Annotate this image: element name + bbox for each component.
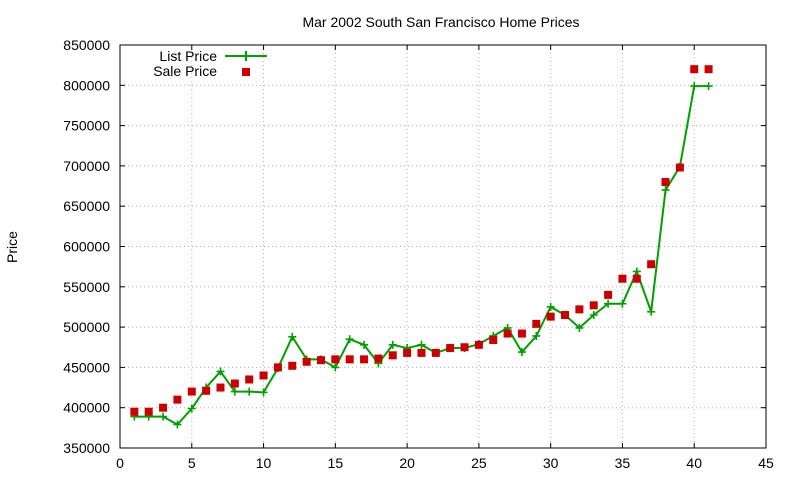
legend-label-sale-price: Sale Price xyxy=(153,63,217,79)
y-tick-label: 500000 xyxy=(63,319,110,335)
x-tick-label: 10 xyxy=(256,455,272,471)
y-tick-label: 350000 xyxy=(63,440,110,456)
sale-price-point xyxy=(245,375,254,384)
list-price-point xyxy=(173,420,182,429)
series-layer xyxy=(130,65,713,429)
y-tick-label: 650000 xyxy=(63,198,110,214)
list-price-point xyxy=(388,340,397,349)
list-price-point xyxy=(589,311,598,320)
sale-price-point xyxy=(675,163,684,172)
list-price-point xyxy=(517,348,526,357)
sale-price-point xyxy=(546,312,555,321)
sale-price-point xyxy=(388,351,397,360)
list-price-point xyxy=(288,332,297,341)
sale-price-point xyxy=(532,319,541,328)
list-price-point xyxy=(532,331,541,340)
sale-price-point xyxy=(331,355,340,364)
legend-marker-list-price xyxy=(241,51,251,61)
sale-price-point xyxy=(316,356,325,365)
sale-price-point xyxy=(647,260,656,269)
x-tick-label: 35 xyxy=(615,455,631,471)
list-price-point xyxy=(575,323,584,332)
x-tick-label: 25 xyxy=(471,455,487,471)
y-tick-label: 550000 xyxy=(63,279,110,295)
sale-price-point xyxy=(360,355,369,364)
sale-price-point xyxy=(604,290,613,299)
sale-price-point xyxy=(417,348,426,357)
list-price-point xyxy=(546,302,555,311)
sale-price-point xyxy=(144,407,153,416)
y-tick-label: 400000 xyxy=(63,400,110,416)
list-price-point xyxy=(216,367,225,376)
sale-price-point xyxy=(618,274,627,283)
list-price-point xyxy=(187,404,196,413)
x-tick-label: 20 xyxy=(399,455,415,471)
list-price-point xyxy=(417,340,426,349)
legend: List Price Sale Price xyxy=(153,48,267,79)
sale-price-point xyxy=(159,403,168,412)
x-tick-label: 15 xyxy=(328,455,344,471)
list-price-point xyxy=(360,340,369,349)
y-tick-label: 700000 xyxy=(63,158,110,174)
sale-price-point xyxy=(130,407,139,416)
list-price-point xyxy=(604,299,613,308)
sale-price-point xyxy=(460,343,469,352)
list-price-point xyxy=(690,82,699,91)
sale-price-point xyxy=(403,348,412,357)
y-axis-label: Price xyxy=(4,231,20,263)
y-tick-label: 450000 xyxy=(63,359,110,375)
sale-price-point xyxy=(489,335,498,344)
list-price-point xyxy=(661,186,670,195)
list-price-point xyxy=(259,388,268,397)
sale-price-point xyxy=(474,340,483,349)
sale-price-point xyxy=(446,344,455,353)
x-tick-label: 5 xyxy=(188,455,196,471)
sale-price-point xyxy=(661,178,670,187)
list-price-point xyxy=(632,267,641,276)
x-tick-label: 40 xyxy=(686,455,702,471)
sale-price-point xyxy=(187,387,196,396)
sale-price-point xyxy=(345,355,354,364)
list-price-point xyxy=(704,82,713,91)
x-tick-label: 45 xyxy=(758,455,774,471)
sale-price-point xyxy=(288,361,297,370)
sale-price-point xyxy=(690,65,699,74)
y-tick-label: 600000 xyxy=(63,239,110,255)
axis-ticks: 0 5 10 15 20 25 30 35 40 45 350000 400000 450000 5000… xyxy=(63,37,774,471)
y-tick-label: 850000 xyxy=(63,37,110,53)
sale-price-point xyxy=(517,329,526,338)
sale-price-point xyxy=(173,395,182,404)
list-price-point xyxy=(331,363,340,372)
chart-title: Mar 2002 South San Francisco Home Prices xyxy=(302,14,579,30)
sale-price-point xyxy=(503,329,512,338)
sale-price-point xyxy=(202,386,211,395)
sale-price-point xyxy=(273,363,282,372)
sale-price-point xyxy=(259,371,268,380)
sale-price-point xyxy=(632,274,641,283)
sale-price-point xyxy=(704,65,713,74)
list-price-point xyxy=(159,412,168,421)
sale-price-point xyxy=(431,348,440,357)
sale-price-point xyxy=(575,305,584,314)
list-price-point xyxy=(345,335,354,344)
sale-price-point xyxy=(302,357,311,366)
y-tick-label: 800000 xyxy=(63,77,110,93)
list-price-point xyxy=(647,307,656,316)
legend-label-list-price: List Price xyxy=(159,48,217,64)
y-tick-label: 750000 xyxy=(63,118,110,134)
sale-price-point xyxy=(230,379,239,388)
sale-price-point xyxy=(561,311,570,320)
list-price-point xyxy=(618,299,627,308)
sale-price-point xyxy=(374,354,383,363)
list-price-point xyxy=(245,387,254,396)
list-price-point xyxy=(230,387,239,396)
x-tick-label: 0 xyxy=(116,455,124,471)
sale-price-point xyxy=(216,383,225,392)
sale-price-point xyxy=(589,301,598,310)
x-tick-label: 30 xyxy=(543,455,559,471)
legend-marker-sale-price xyxy=(242,68,250,76)
